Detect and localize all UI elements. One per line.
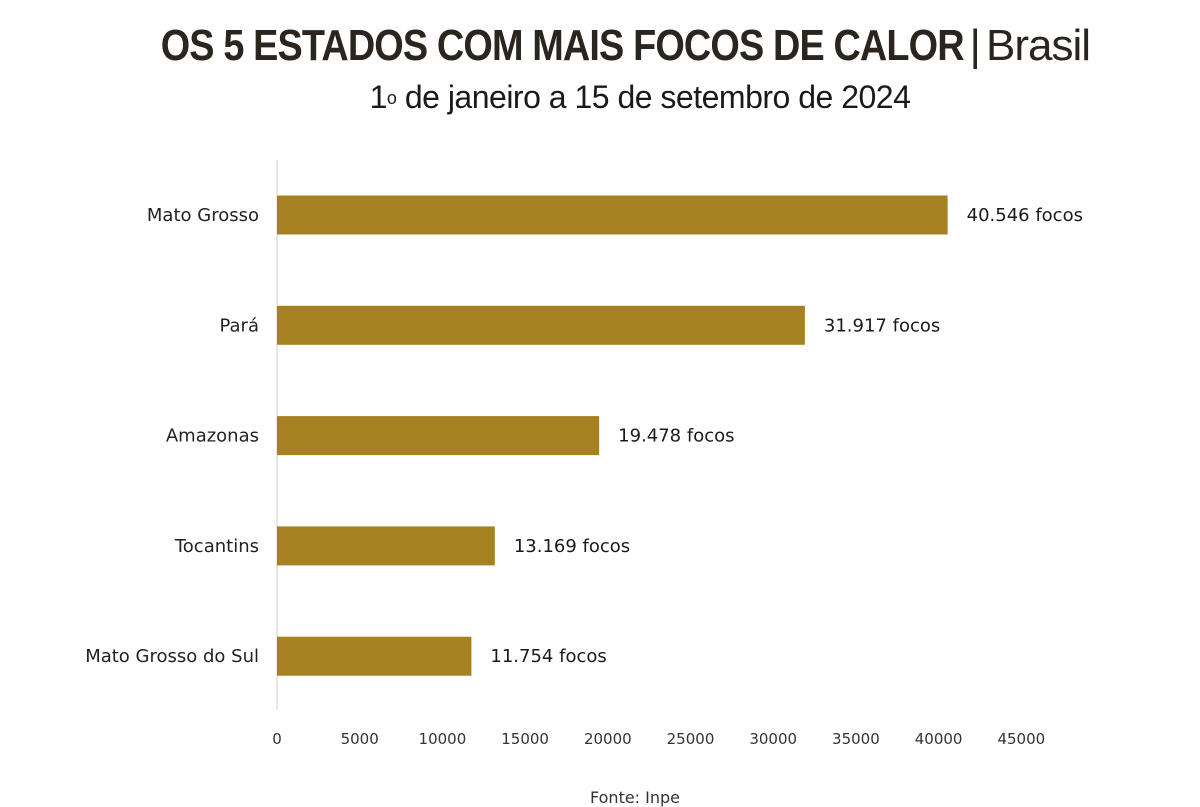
- source-note: Fonte: Inpe: [590, 788, 681, 807]
- category-label: Mato Grosso do Sul: [85, 646, 259, 667]
- data-label: 31.917 focos: [824, 315, 940, 336]
- chart-subtitle-prefix: 1: [369, 79, 388, 115]
- chart-title: OS 5 ESTADOS COM MAIS FOCOS DE CALOR | Bra…: [0, 20, 1091, 72]
- x-tick-label: 40000: [915, 730, 963, 748]
- chart-title-region: Brasil: [985, 21, 1091, 70]
- bar-5: [277, 636, 472, 676]
- category-label: Tocantins: [174, 536, 259, 557]
- x-tick-label: 15000: [501, 730, 549, 748]
- x-tick-label: 0: [272, 730, 282, 748]
- chart-subtitle: 1o de janeiro a 15 de setembro de 2024: [0, 77, 1200, 118]
- x-tick-label: 45000: [997, 730, 1045, 748]
- bar-2: [277, 305, 805, 345]
- category-label: Pará: [219, 315, 259, 336]
- x-tick-label: 30000: [749, 730, 797, 748]
- x-tick-label: 35000: [832, 730, 880, 748]
- chart-title-separator: |: [969, 21, 981, 70]
- x-tick-label: 10000: [419, 730, 467, 748]
- chart-subtitle-rest: de janeiro a 15 de setembro de 2024: [404, 79, 911, 115]
- chart-title-main: OS 5 ESTADOS COM MAIS FOCOS DE CALOR: [160, 21, 965, 70]
- category-label: Mato Grosso: [147, 205, 259, 226]
- data-label: 11.754 focos: [490, 646, 606, 667]
- bar-4: [277, 526, 495, 566]
- data-label: 19.478 focos: [618, 426, 734, 447]
- x-tick-label: 25000: [667, 730, 715, 748]
- x-tick-label: 5000: [341, 730, 379, 748]
- data-label: 40.546 focos: [967, 205, 1083, 226]
- chart-subtitle-ordinal: o: [386, 88, 397, 108]
- bar-3: [277, 416, 600, 456]
- x-tick-label: 20000: [584, 730, 632, 748]
- category-label: Amazonas: [166, 426, 259, 447]
- data-label: 13.169 focos: [514, 536, 630, 557]
- bar-1: [277, 195, 948, 235]
